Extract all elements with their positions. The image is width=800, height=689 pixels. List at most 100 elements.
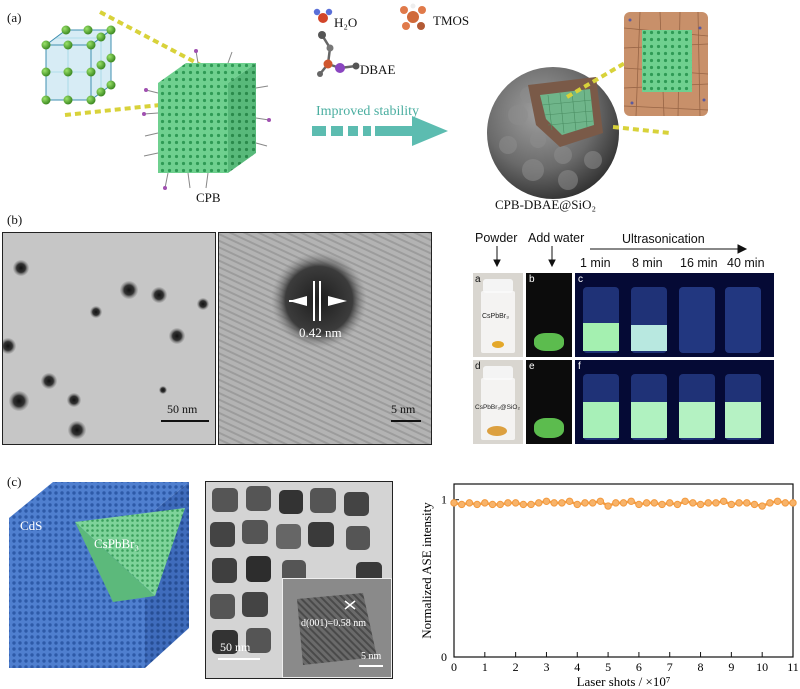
x-tick-label: 3 <box>543 660 549 674</box>
ase-data-point <box>573 500 581 509</box>
ase-data-point <box>719 497 728 505</box>
water-label: H₂O <box>334 15 358 30</box>
cpb-nanocube-illustration <box>142 49 271 190</box>
x-tick-label: 6 <box>636 660 642 674</box>
ase-data-point <box>712 499 720 507</box>
tem-image-low-mag: 50 nm <box>2 232 216 445</box>
ase-data-point <box>735 499 743 507</box>
ase-data-point <box>496 500 504 509</box>
tem-cubes-scalebar <box>218 658 260 660</box>
inset-d-spacing-label: d(001)=0.58 nm <box>301 618 367 629</box>
ase-data-point <box>619 499 628 507</box>
ase-data-point <box>766 499 774 507</box>
ase-data-point <box>550 499 558 507</box>
ase-data-point <box>542 497 551 505</box>
sample-label-cspbbr3-sio2: CsPbBr₃@SiO₂ <box>475 404 520 411</box>
ase-data-point <box>658 500 666 509</box>
header-powder: Powder <box>475 231 518 245</box>
inset-scalebar <box>359 665 383 667</box>
photo-letter-b: b <box>529 274 535 285</box>
tem-image-cubes: d(001)=0.58 nm 5 nm 50 nm <box>205 481 393 679</box>
x-tick-label: 11 <box>787 660 799 674</box>
x-axis-label: Laser shots / ×10⁷ <box>577 674 671 689</box>
ase-data-point <box>696 500 705 509</box>
ase-data-point <box>535 499 543 507</box>
y-axis-label: Normalized ASE intensity <box>419 502 434 639</box>
ase-data-point <box>750 500 759 509</box>
tem-cubes-scale-label: 50 nm <box>220 640 251 654</box>
photo-letter-a: a <box>475 274 481 285</box>
lattice-spacing-label: 0.42 nm <box>299 325 342 340</box>
y-tick-label: 1 <box>441 493 447 507</box>
tmos-label: TMOS <box>433 13 470 28</box>
ase-data-point <box>743 499 751 507</box>
ase-data-point <box>558 499 566 507</box>
photo-letter-f: f <box>578 361 581 372</box>
sample-label-cspbbr3: CsPbBr₃ <box>482 313 509 320</box>
cpb-caption: CPB <box>196 190 221 205</box>
ase-data-point <box>758 502 766 510</box>
stability-arrow-icon <box>312 116 448 146</box>
time-1-min: 1 min <box>580 256 611 270</box>
ase-data-point <box>588 499 597 507</box>
ase-data-point <box>519 500 528 509</box>
improved-stability-label: Improved stability <box>316 104 420 119</box>
ase-data-point <box>773 497 782 505</box>
ase-data-point <box>642 499 651 507</box>
photo-letter-e: e <box>529 361 535 372</box>
ase-data-point <box>581 499 589 507</box>
ase-data-point <box>450 499 458 507</box>
hrtem-inset: d(001)=0.58 nm 5 nm <box>282 578 392 678</box>
ase-data-point <box>604 502 612 510</box>
encapsulated-cube-illustration <box>623 11 709 117</box>
photo-ultrasonication-cspbbr3-sio2: f <box>575 360 774 444</box>
ase-data-point <box>511 499 520 507</box>
ase-data-point <box>627 497 635 505</box>
ase-data-point <box>635 500 643 509</box>
ase-data-point <box>673 500 682 509</box>
dbae-label: DBAE <box>360 62 396 77</box>
ase-data-point <box>612 499 620 507</box>
zoom-lines-left <box>64 10 211 117</box>
ase-data-point <box>488 500 497 509</box>
ase-data-point <box>481 499 489 507</box>
x-tick-label: 0 <box>451 660 457 674</box>
inset-scale-label: 5 nm <box>361 651 382 662</box>
x-tick-label: 4 <box>574 660 580 674</box>
unit-cell-illustration <box>41 25 116 105</box>
x-tick-label: 8 <box>698 660 704 674</box>
panel-c-label: (c) <box>7 474 22 489</box>
ase-data-point <box>504 499 512 507</box>
tem-scalebar-right <box>391 420 421 422</box>
panel-a-label: (a) <box>7 10 22 25</box>
cds-label: CdS <box>20 518 43 533</box>
header-ultrasonication: Ultrasonication <box>622 232 705 246</box>
photo-add-water-cspbbr3: b <box>526 273 572 357</box>
water-molecule-icon <box>313 8 333 23</box>
dbae-molecule-icon <box>317 31 360 77</box>
ase-data-point <box>681 497 689 505</box>
tmos-molecule-icon <box>400 3 426 30</box>
cpb-dbae-sio2-caption: CPB-DBAE@SiO₂ <box>495 197 597 212</box>
time-16-min: 16 min <box>680 256 718 270</box>
plot-frame <box>453 483 794 658</box>
photo-powder-cspbbr3-sio2: d CsPbBr₃@SiO₂ <box>473 360 523 444</box>
x-tick-label: 1 <box>482 660 488 674</box>
y-tick-label: 0 <box>441 650 447 664</box>
tem-scalebar-left <box>161 420 209 422</box>
ase-data-point <box>465 499 474 507</box>
x-tick-label: 5 <box>605 660 611 674</box>
down-arrows-and-time-arrow <box>493 244 748 268</box>
cspbbr3-core-label: CsPbBr₃ <box>94 536 139 551</box>
photo-letter-d: d <box>475 361 481 372</box>
x-tick-label: 7 <box>667 660 673 674</box>
ase-data-point <box>650 499 659 507</box>
zoom-lines-right <box>565 58 671 135</box>
x-tick-label: 2 <box>513 660 519 674</box>
x-tick-label: 9 <box>728 660 734 674</box>
ase-data-point <box>473 500 481 509</box>
header-add-water: Add water <box>528 231 585 245</box>
photo-powder-cspbbr3: a CsPbBr₃ <box>473 273 523 357</box>
photo-add-water-cspbbr3-sio2: e <box>526 360 572 444</box>
time-40-min: 40 min <box>727 256 765 270</box>
